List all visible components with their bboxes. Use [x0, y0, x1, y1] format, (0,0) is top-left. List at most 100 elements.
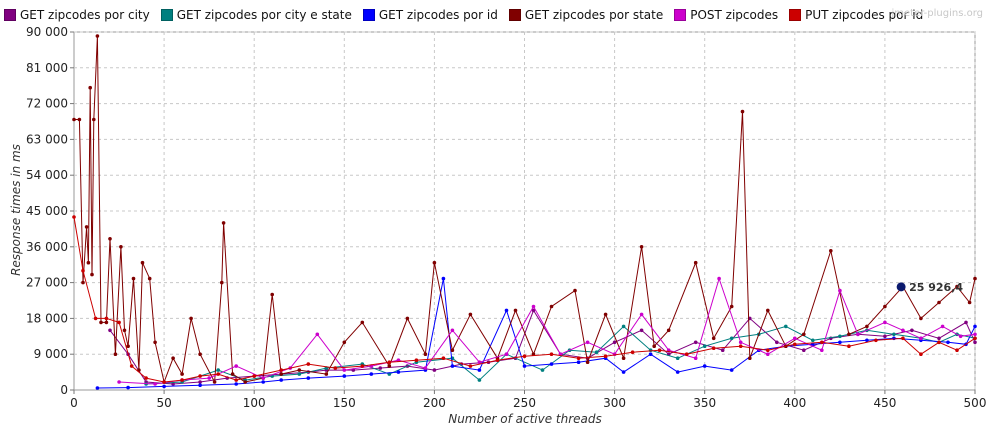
data-point — [432, 368, 437, 372]
data-point — [901, 328, 905, 333]
data-point — [495, 358, 500, 363]
data-point — [279, 368, 284, 372]
data-point — [576, 360, 581, 365]
data-point — [95, 34, 100, 38]
data-point — [387, 364, 392, 368]
y-tick-label: 90 000 — [26, 25, 68, 39]
x-tick-label: 0 — [70, 396, 78, 410]
data-point — [648, 352, 653, 357]
data-point — [802, 348, 806, 353]
x-tick-label: 300 — [603, 396, 626, 410]
data-point — [910, 328, 914, 333]
data-point — [92, 117, 96, 122]
data-point — [955, 348, 959, 353]
data-point — [396, 370, 401, 374]
data-point — [234, 382, 238, 386]
y-tick-label: 27 000 — [26, 276, 68, 290]
watermark: jmeter-plugins.org — [891, 8, 983, 19]
data-point — [477, 368, 482, 372]
data-point — [940, 324, 945, 329]
data-point — [901, 336, 905, 341]
data-point — [838, 288, 842, 293]
data-point — [126, 344, 130, 349]
data-point — [829, 249, 833, 253]
legend-swatch — [674, 9, 687, 21]
data-point — [450, 348, 455, 353]
chart-legend: GET zipcodes por city GET zipcodes por ci… — [4, 4, 934, 26]
legend-label: GET zipcodes por id — [378, 8, 498, 22]
data-point — [216, 372, 220, 376]
data-point — [513, 308, 518, 313]
legend-label: POST zipcodes — [690, 8, 779, 22]
data-point — [342, 368, 347, 372]
data-point — [693, 340, 698, 345]
data-point — [117, 320, 121, 325]
data-point — [261, 380, 266, 384]
legend-item: GET zipcodes por state — [508, 8, 663, 22]
data-point — [477, 378, 482, 382]
data-point — [198, 352, 202, 357]
data-point — [129, 364, 134, 368]
data-point — [766, 308, 770, 313]
y-tick-label: 9 000 — [34, 347, 68, 361]
data-point — [603, 354, 608, 359]
data-point — [729, 336, 734, 341]
data-point — [549, 352, 554, 357]
data-point — [450, 364, 455, 368]
data-point — [820, 340, 824, 345]
data-point — [104, 316, 109, 321]
data-point — [573, 288, 577, 293]
data-point — [784, 324, 788, 329]
data-point — [973, 324, 977, 329]
annotation-label: 25 926,4 — [909, 281, 963, 294]
data-point — [522, 364, 527, 368]
data-point — [693, 356, 698, 361]
data-point — [468, 364, 473, 368]
data-point — [883, 320, 887, 325]
data-point — [162, 384, 166, 389]
data-point — [937, 300, 941, 305]
data-point — [84, 225, 89, 229]
data-point — [270, 292, 275, 297]
data-point — [234, 378, 238, 382]
data-point — [360, 364, 365, 368]
data-point — [432, 260, 437, 265]
legend-swatch — [789, 9, 802, 21]
annotation-layer: 25 926,4 — [896, 281, 963, 294]
legend-swatch — [4, 9, 16, 21]
data-point — [198, 374, 202, 378]
data-point — [86, 260, 91, 265]
data-point — [153, 382, 157, 386]
data-point — [243, 380, 247, 384]
data-point — [973, 276, 977, 281]
data-point — [675, 370, 680, 374]
data-point — [162, 380, 166, 384]
data-point — [919, 316, 923, 321]
y-axis-ticks: 0 9 000 18 000 27 000 36 000 45 000 54 000 63 0… — [26, 25, 74, 397]
y-tick-label: 54 000 — [26, 168, 68, 182]
x-tick-label: 450 — [873, 396, 896, 410]
data-point — [639, 328, 644, 333]
data-point — [657, 348, 662, 353]
data-point — [937, 340, 941, 345]
data-point — [119, 245, 123, 249]
data-point — [90, 272, 94, 277]
data-point — [717, 276, 721, 281]
data-point — [113, 352, 118, 357]
annotation-marker — [896, 282, 906, 292]
legend-item: POST zipcodes — [674, 8, 778, 22]
data-point — [874, 338, 878, 343]
legend-swatch — [508, 9, 521, 21]
y-tick-label: 45 000 — [26, 204, 68, 218]
data-point — [693, 260, 698, 265]
x-tick-label: 100 — [243, 396, 266, 410]
data-point — [324, 372, 329, 376]
data-point — [144, 376, 148, 380]
data-point — [838, 340, 842, 345]
data-point — [122, 328, 127, 333]
data-point — [477, 360, 482, 365]
data-point — [230, 372, 235, 376]
data-point — [297, 368, 302, 372]
data-point — [973, 336, 977, 341]
data-point — [171, 356, 175, 361]
